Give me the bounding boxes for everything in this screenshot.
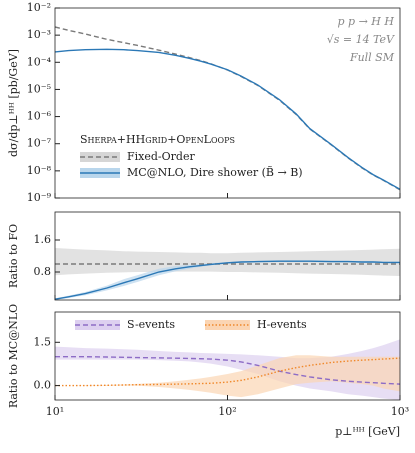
y-tick-label: 10⁻⁵: [27, 82, 51, 95]
band: [55, 339, 400, 400]
y-tick-label: 10⁻²: [27, 1, 51, 14]
y-axis-label: Ratio to FO: [7, 224, 20, 288]
y-tick-label: 1.6: [34, 233, 52, 246]
y-tick-label: 10⁻⁶: [27, 110, 52, 123]
series-line: [55, 48, 400, 190]
annotation: √s = 14 TeV: [327, 33, 395, 46]
y-tick-label: 0.0: [34, 379, 52, 392]
y-tick-label: 10⁻⁴: [27, 55, 52, 68]
y-tick-label: 1.5: [34, 335, 52, 348]
legend-label: H-events: [257, 318, 307, 331]
legend-label: S-events: [127, 318, 175, 331]
plot-area: [55, 248, 400, 300]
legend-label: Fixed-Order: [127, 150, 195, 163]
annotation: p p → H H: [338, 15, 395, 28]
y-tick-label: 10⁻⁹: [27, 191, 52, 204]
legend-label: MC@NLO, Dire shower (B̃ → B): [127, 166, 303, 179]
x-axis-label: p⊥ᴴᴴ [GeV]: [335, 425, 400, 438]
legend-band: [75, 320, 120, 330]
y-tick-label: 10⁻⁷: [27, 137, 52, 150]
x-tick-label: 10²: [218, 405, 236, 418]
plot-area: [55, 339, 400, 400]
plot-area: [55, 26, 400, 191]
y-tick-label: 0.8: [34, 265, 52, 278]
series-line: [55, 357, 400, 387]
x-tick-label: 10¹: [46, 405, 64, 418]
band: [55, 355, 400, 398]
x-tick-label: 10³: [391, 405, 409, 418]
y-tick-label: 10⁻³: [27, 28, 51, 41]
series-line: [55, 356, 400, 385]
y-axis-label: dσ/dp⊥ᴴᴴ [pb/GeV]: [7, 49, 20, 157]
y-axis-label: Ratio to MC@NLO: [7, 304, 20, 408]
y-tick-label: 10⁻⁸: [27, 164, 52, 177]
annotation: Full SM: [349, 51, 395, 64]
band: [55, 260, 400, 300]
series-line: [55, 260, 400, 300]
legend-title: Sherpa+HHgrid+OpenLoops: [80, 133, 235, 146]
